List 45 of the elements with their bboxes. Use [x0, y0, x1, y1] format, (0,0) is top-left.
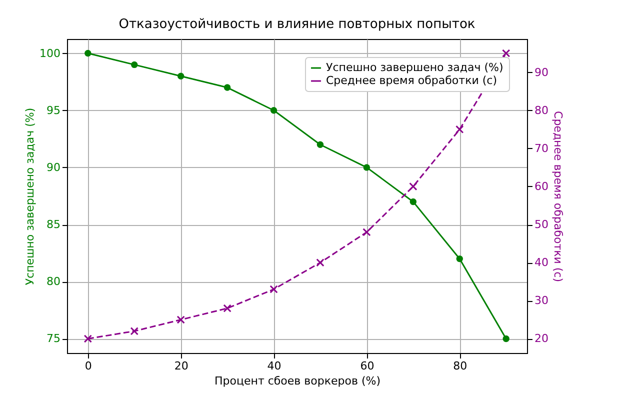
point: [270, 107, 278, 114]
y2-tick-label: 50: [534, 218, 548, 232]
point: [502, 49, 510, 58]
x-tick-label: 60: [360, 360, 374, 372]
y2-tick-label: 60: [534, 180, 548, 193]
point: [316, 141, 324, 148]
legend-label: Успешно завершено задач (%): [326, 61, 504, 74]
y-tick-label: 90: [46, 160, 60, 174]
x-tick-label: 20: [174, 360, 188, 372]
y-tick-label: 75: [46, 332, 60, 346]
y-tick-label: 95: [46, 104, 60, 117]
y2-tick-label: 20: [534, 332, 548, 346]
point: [270, 285, 278, 294]
y2-tick-label: 40: [534, 256, 548, 270]
point: [316, 258, 324, 267]
y2-tick-label: 80: [534, 104, 548, 117]
y2-tick-label: 30: [534, 294, 548, 308]
point: [410, 198, 417, 206]
point: [502, 335, 510, 342]
point: [130, 327, 138, 336]
point: [177, 72, 184, 80]
point: [409, 182, 418, 191]
y-tick-label: 80: [46, 275, 60, 288]
x-tick-label: 80: [453, 360, 468, 372]
point: [456, 255, 463, 262]
x-tick-label: 40: [267, 360, 282, 372]
x-tick-label: 0: [84, 360, 92, 372]
point: [84, 334, 92, 343]
point: [223, 304, 232, 312]
y-tick-label: 100: [40, 46, 60, 60]
point: [456, 125, 464, 134]
point: [362, 228, 371, 236]
point: [176, 316, 185, 324]
y-tick-label: 85: [46, 218, 60, 232]
point: [224, 84, 231, 91]
point: [84, 50, 92, 57]
legend-label: Среднее время обработки (с): [326, 74, 497, 87]
y2-axis-title: Среднее время обработки (с): [551, 111, 564, 282]
chart-title: Отказоустойчивость и влияние повторных попыток: [118, 17, 476, 32]
x-axis-title: Процент сбоев воркеров (%): [214, 374, 380, 388]
y2-tick-label: 70: [534, 142, 548, 155]
y-axis-title: Успешно завершено задач (%): [24, 108, 37, 286]
y2-tick-label: 90: [534, 66, 548, 79]
point: [131, 61, 138, 68]
point: [363, 164, 370, 171]
